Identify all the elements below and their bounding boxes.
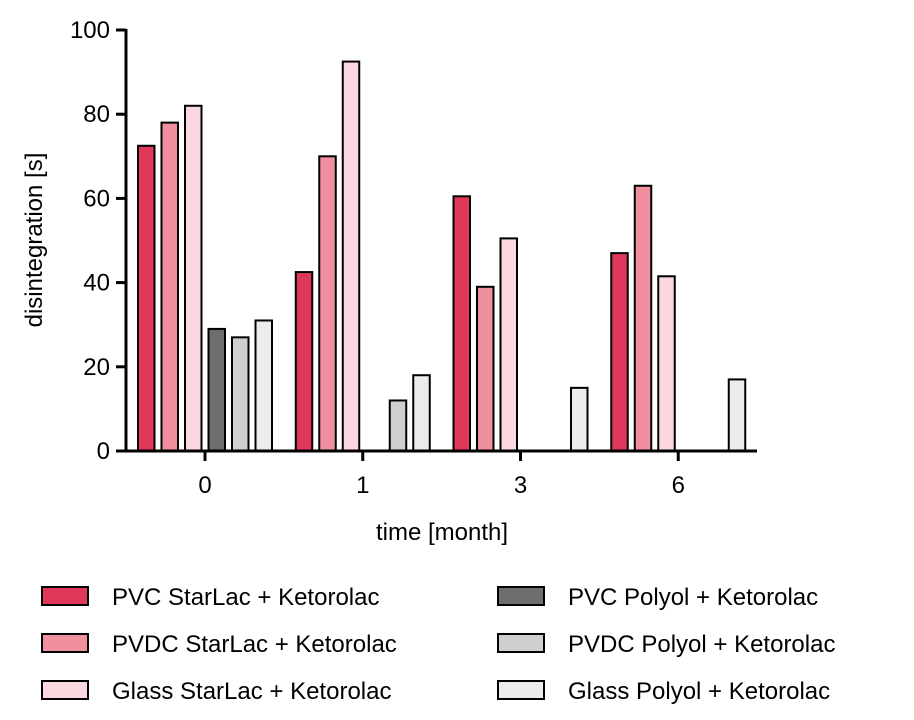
y-tick-label: 0 xyxy=(97,438,110,465)
bar-5-0 xyxy=(254,319,273,452)
legend-swatch-0 xyxy=(41,586,89,606)
bar-5-2 xyxy=(570,386,589,453)
legend: PVC StarLac + Ketorolac PVDC StarLac + Ke… xyxy=(41,584,835,705)
bar-0-0 xyxy=(137,144,156,452)
bar-0-1 xyxy=(294,271,314,453)
y-tick-label: 60 xyxy=(83,185,110,212)
legend-label-3: PVC Polyol + Ketorolac xyxy=(568,584,818,611)
bar-2-2 xyxy=(499,237,518,452)
x-tick-label: 6 xyxy=(672,472,685,499)
x-ticks: 0 1 3 6 xyxy=(198,451,685,499)
legend-label-0: PVC StarLac + Ketorolac xyxy=(112,584,379,611)
bar-3-0 xyxy=(207,327,226,452)
y-ticks: 0 20 40 60 80 100 xyxy=(70,17,126,465)
bar-1-1 xyxy=(318,155,337,453)
bar-2-1 xyxy=(341,60,361,452)
legend-swatch-5 xyxy=(497,680,545,700)
bar-1-0 xyxy=(160,121,179,453)
x-tick-label: 0 xyxy=(198,472,211,499)
legend-label-4: PVDC Polyol + Ketorolac xyxy=(568,631,835,658)
legend-label-1: PVDC StarLac + Ketorolac xyxy=(112,631,397,658)
y-tick-label: 40 xyxy=(83,270,110,297)
axes-layer: 0 20 40 60 80 100 0 1 3 6 xyxy=(70,17,757,499)
bar-2-0 xyxy=(184,104,203,452)
legend-swatch-3 xyxy=(497,586,545,606)
y-tick-label: 80 xyxy=(83,101,110,128)
legend-swatch-1 xyxy=(41,633,89,653)
y-axis-title: disintegration [s] xyxy=(21,153,48,328)
legend-label-2: Glass StarLac + Ketorolac xyxy=(112,678,391,705)
legend-swatch-4 xyxy=(497,633,545,653)
bar-4-0 xyxy=(231,336,250,452)
bar-0-3 xyxy=(610,252,629,452)
bar-5-1 xyxy=(412,374,431,452)
legend-swatch-2 xyxy=(41,680,89,700)
bar-1-3 xyxy=(633,184,653,453)
bar-1-2 xyxy=(476,285,495,452)
x-axis-title: time [month] xyxy=(376,519,508,546)
legend-label-5: Glass Polyol + Ketorolac xyxy=(568,678,830,705)
bar-5-3 xyxy=(727,378,747,452)
y-tick-label: 20 xyxy=(83,354,110,381)
y-tick-label: 100 xyxy=(70,17,110,44)
x-tick-label: 1 xyxy=(356,472,369,499)
bar-4-1 xyxy=(388,399,408,453)
bars-layer xyxy=(137,60,747,453)
x-tick-label: 3 xyxy=(514,472,527,499)
bar-0-2 xyxy=(452,195,471,452)
bar-2-3 xyxy=(657,275,676,452)
